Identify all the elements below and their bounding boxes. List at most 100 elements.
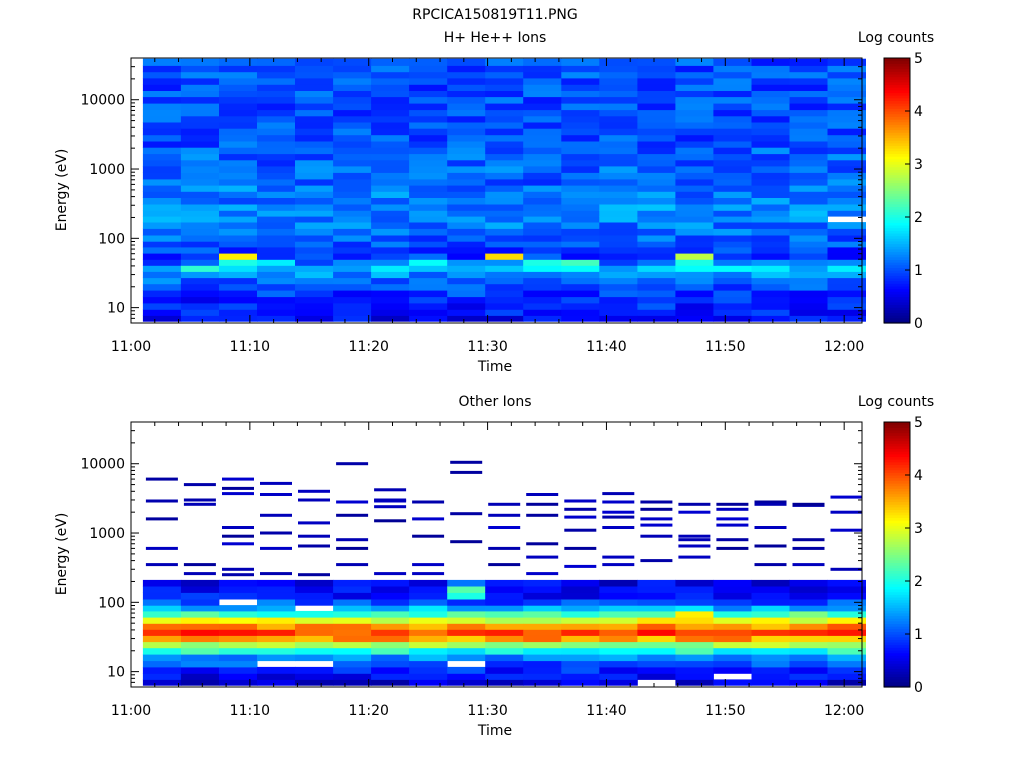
panel-other-ions-cell bbox=[295, 623, 334, 630]
panel-h-he-ions-cbar-segment bbox=[884, 92, 910, 96]
panel-h-he-ions-cell bbox=[713, 290, 752, 298]
panel-h-he-ions-cell bbox=[219, 253, 258, 260]
panel-h-he-ions-cell bbox=[257, 122, 296, 129]
panel-other-ions-cell bbox=[713, 654, 752, 662]
panel-h-he-ions-cell bbox=[180, 122, 220, 129]
panel-other-ions-sparse-line bbox=[678, 502, 711, 506]
panel-other-ions-cbar-segment bbox=[884, 671, 910, 675]
panel-h-he-ions-cell bbox=[180, 128, 220, 136]
panel-other-ions-sparse-line bbox=[716, 502, 749, 506]
panel-h-he-ions-cell bbox=[751, 277, 790, 285]
panel-h-he-ions-cell bbox=[523, 103, 562, 111]
panel-h-he-ions-cell bbox=[827, 204, 866, 211]
panel-h-he-ions-cbar-segment bbox=[884, 203, 910, 207]
panel-other-ions-cell bbox=[485, 592, 524, 600]
panel-h-he-ions-cell bbox=[142, 147, 182, 155]
panel-other-ions-cell bbox=[827, 660, 866, 668]
panel-other-ions-cell bbox=[409, 617, 448, 624]
panel-h-he-ions-cbar-segment bbox=[884, 283, 910, 287]
panel-h-he-ions-cell bbox=[295, 77, 334, 85]
panel-h-he-ions-cell bbox=[333, 253, 372, 260]
panel-other-ions-sparse-line bbox=[488, 513, 521, 517]
panel-other-ions-cell bbox=[827, 623, 866, 630]
panel-h-he-ions-cbar-segment bbox=[884, 150, 910, 154]
panel-h-he-ions-cell bbox=[142, 58, 182, 66]
panel-h-he-ions-cell bbox=[789, 122, 828, 129]
panel-h-he-ions-cbar-segment bbox=[884, 312, 910, 316]
panel-h-he-ions-cell bbox=[333, 115, 372, 123]
panel-h-he-ions-cell bbox=[675, 58, 714, 66]
panel-h-he-ions-cell bbox=[675, 210, 714, 217]
panel-other-ions-cell bbox=[523, 629, 562, 636]
panel-h-he-ions-cbar-segment bbox=[884, 288, 910, 292]
panel-h-he-ions-cbar-segment bbox=[884, 84, 910, 88]
panel-h-he-ions-cell bbox=[295, 290, 334, 298]
panel-other-ions-cbar-segment bbox=[884, 445, 910, 450]
panel-h-he-ions-cell bbox=[599, 71, 638, 79]
panel-h-he-ions-cell bbox=[713, 197, 752, 205]
panel-other-ions-cbar-segment bbox=[884, 482, 910, 487]
panel-h-he-ions-cell bbox=[713, 253, 752, 260]
panel-h-he-ions-cell bbox=[485, 141, 524, 148]
panel-h-he-ions-cell bbox=[637, 210, 676, 217]
panel-h-he-ions-cell bbox=[257, 65, 296, 73]
panel-h-he-ions-cell bbox=[485, 58, 524, 66]
panel-h-he-ions-cell bbox=[523, 122, 562, 129]
panel-h-he-ions-cell bbox=[180, 141, 220, 148]
panel-other-ions-cell bbox=[142, 579, 182, 587]
panel-h-he-ions-cell bbox=[409, 296, 448, 304]
panel-h-he-ions-cell bbox=[371, 235, 410, 242]
panel-h-he-ions-cell bbox=[523, 178, 562, 186]
panel-other-ions-cell bbox=[599, 623, 638, 630]
panel-other-ions-cell bbox=[142, 592, 182, 600]
panel-h-he-ions-cell bbox=[219, 185, 258, 192]
panel-h-he-ions-cell bbox=[827, 77, 866, 85]
panel-h-he-ions-cell bbox=[447, 197, 486, 205]
panel-h-he-ions-cell bbox=[599, 96, 638, 104]
panel-other-ions-sparse-line bbox=[222, 567, 254, 571]
panel-h-he-ions-cell bbox=[485, 235, 524, 242]
panel-h-he-ions-cbar-segment bbox=[884, 291, 910, 295]
panel-other-ions-cell bbox=[371, 623, 410, 630]
panel-h-he-ions-cell bbox=[485, 84, 524, 91]
panel-other-ions-cell bbox=[219, 641, 258, 649]
panel-other-ions-cbar-segment bbox=[884, 631, 910, 635]
panel-h-he-ions-cell bbox=[637, 115, 676, 123]
panel-other-ions-cell bbox=[180, 666, 220, 674]
panel-h-he-ions-cell bbox=[219, 71, 258, 79]
panel-other-ions-sparse-line bbox=[374, 498, 407, 502]
panel-h-he-ions-cell bbox=[485, 185, 524, 192]
panel-other-ions-cell bbox=[827, 673, 866, 680]
panel-h-he-ions-cell bbox=[371, 259, 410, 266]
panel-other-ions-cbar-segment bbox=[884, 684, 910, 688]
panel-h-he-ions-cell bbox=[827, 134, 866, 142]
panel-h-he-ions-cell bbox=[447, 159, 486, 167]
panel-other-ions-cell bbox=[333, 579, 372, 587]
panel-h-he-ions-cell bbox=[447, 172, 486, 180]
panel-h-he-ions-cell bbox=[180, 271, 220, 279]
panel-other-ions-cell bbox=[599, 617, 638, 624]
panel-h-he-ions-cell bbox=[257, 315, 296, 322]
panel-h-he-ions-cell bbox=[180, 165, 220, 173]
panel-other-ions-cell bbox=[523, 679, 562, 686]
panel-h-he-ions-cell bbox=[675, 147, 714, 155]
panel-h-he-ions-cell bbox=[561, 253, 600, 260]
panel-other-ions-cbar-tick-label: 5 bbox=[914, 415, 923, 431]
panel-h-he-ions-cell bbox=[675, 191, 714, 198]
panel-h-he-ions-cell bbox=[637, 283, 676, 291]
panel-other-ions: Other Ions Log counts Energy (eV) Time 1… bbox=[54, 394, 934, 739]
panel-other-ions-cell bbox=[637, 617, 676, 624]
panel-h-he-ions-cell bbox=[219, 147, 258, 155]
panel-h-he-ions-cell bbox=[713, 159, 752, 167]
panel-h-he-ions-cell bbox=[219, 271, 258, 279]
panel-h-he-ions-cbar-segment bbox=[884, 190, 910, 194]
panel-h-he-ions-cell bbox=[751, 302, 790, 310]
panel-h-he-ions-cell bbox=[295, 259, 334, 266]
panel-h-he-ions-cell bbox=[637, 277, 676, 285]
panel-h-he-ions-cell bbox=[219, 90, 258, 98]
panel-h-he-ions-cell bbox=[523, 147, 562, 155]
panel-h-he-ions-cell bbox=[142, 122, 182, 129]
panel-h-he-ions-cell bbox=[180, 197, 220, 205]
panel-h-he-ions-cell bbox=[675, 134, 714, 142]
panel-other-ions-cbar-frame bbox=[883, 421, 911, 688]
